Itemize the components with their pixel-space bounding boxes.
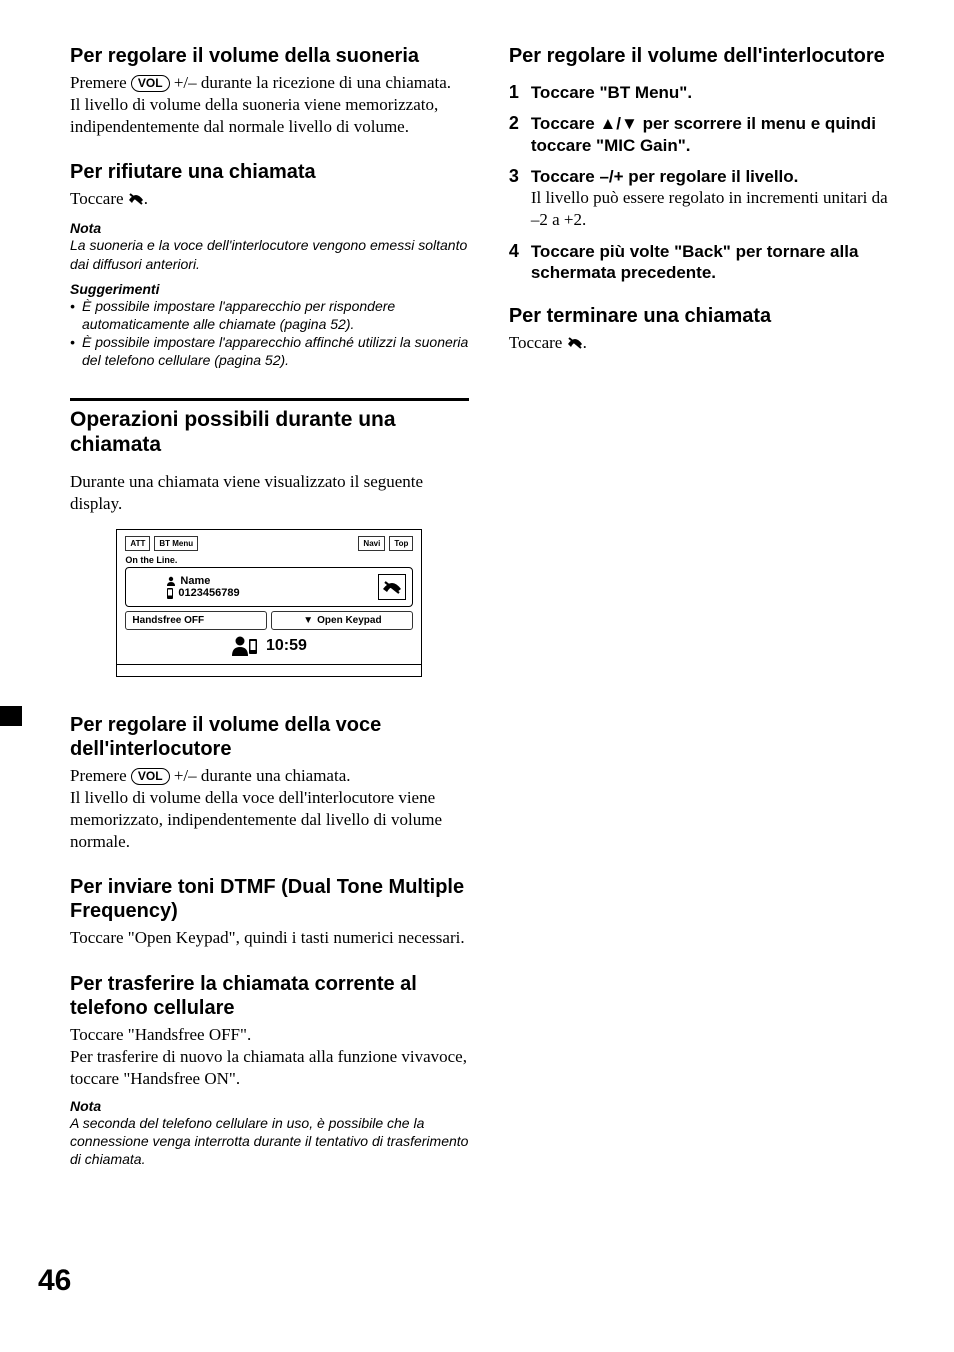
para-during-call: Durante una chiamata viene visualizzato …	[70, 471, 469, 515]
note-label: Nota	[70, 1098, 469, 1114]
heading-reject-call: Per rifiutare una chiamata	[70, 160, 469, 184]
para-dtmf: Toccare "Open Keypad", quindi i tasti nu…	[70, 927, 469, 949]
tips-label: Suggerimenti	[70, 281, 469, 297]
tip-item: È possibile impostare l'apparecchio affi…	[70, 333, 469, 369]
tips-list: È possibile impostare l'apparecchio per …	[70, 297, 469, 370]
fig-status: On the Line.	[125, 555, 413, 565]
vol-key: VOL	[131, 75, 170, 92]
para-talker-1: Premere VOL +/– durante una chiamata.	[70, 765, 469, 787]
step-item: Toccare ▲/▼ per scorrere il menu e quind…	[509, 113, 892, 156]
fig-time-row: 10:59	[117, 630, 421, 664]
note-label: Nota	[70, 220, 469, 236]
phone-icon	[166, 588, 174, 599]
hangup-icon	[128, 190, 144, 212]
fig-att-button: ATT	[125, 536, 150, 551]
fig-time: 10:59	[266, 637, 307, 655]
fig-caller-name: Name	[180, 575, 210, 587]
para-transfer-2: Per trasferire di nuovo la chiamata alla…	[70, 1046, 469, 1090]
fig-btmenu-button: BT Menu	[154, 536, 198, 551]
para-ringer-2: Il livello di volume della suoneria vien…	[70, 94, 469, 138]
fig-caller-number: 0123456789	[178, 587, 239, 599]
fig-handsfree-button: Handsfree OFF	[125, 611, 267, 630]
call-screen-figure: ATT BT Menu Navi Top On the Line. Name	[116, 529, 422, 677]
step-item: Toccare più volte "Back" per tornare all…	[509, 241, 892, 284]
para-transfer-1: Toccare "Handsfree OFF".	[70, 1024, 469, 1046]
para-reject: Toccare .	[70, 188, 469, 212]
heading-talker-volume: Per regolare il volume della voce dell'i…	[70, 713, 469, 761]
fig-addon-bar	[117, 664, 421, 676]
vol-key: VOL	[131, 768, 170, 785]
person-device-icon	[232, 636, 258, 656]
step-item: Toccare "BT Menu".	[509, 82, 892, 103]
fig-open-keypad-button: ▼Open Keypad	[271, 611, 413, 630]
page-side-tab	[0, 706, 22, 726]
heading-during-call: Operazioni possibili durante una chiamat…	[70, 407, 469, 457]
fig-end-call-button	[378, 574, 406, 600]
note-text-transfer: A seconda del telefono cellulare in uso,…	[70, 1114, 469, 1169]
section-divider	[70, 398, 469, 401]
para-ringer-1: Premere VOL +/– durante la ricezione di …	[70, 72, 469, 94]
person-icon	[166, 576, 176, 586]
page-number: 46	[38, 1264, 71, 1298]
fig-caller-box: Name 0123456789	[125, 567, 413, 607]
fig-navi-button: Navi	[358, 536, 385, 551]
heading-transfer: Per trasferire la chiamata corrente al t…	[70, 972, 469, 1020]
fig-top-button: Top	[389, 536, 413, 551]
note-text: La suoneria e la voce dell'interlocutore…	[70, 236, 469, 272]
mic-gain-steps: Toccare "BT Menu". Toccare ▲/▼ per scorr…	[509, 82, 892, 284]
hangup-icon	[567, 334, 583, 356]
step-item: Toccare –/+ per regolare il livello. Il …	[509, 166, 892, 231]
tip-item: È possibile impostare l'apparecchio per …	[70, 297, 469, 333]
heading-dtmf: Per inviare toni DTMF (Dual Tone Multipl…	[70, 875, 469, 923]
heading-mic-gain: Per regolare il volume dell'interlocutor…	[509, 44, 892, 68]
para-end-call: Toccare .	[509, 332, 892, 356]
para-talker-2: Il livello di volume della voce dell'int…	[70, 787, 469, 853]
heading-end-call: Per terminare una chiamata	[509, 304, 892, 328]
heading-ringer-volume: Per regolare il volume della suoneria	[70, 44, 469, 68]
